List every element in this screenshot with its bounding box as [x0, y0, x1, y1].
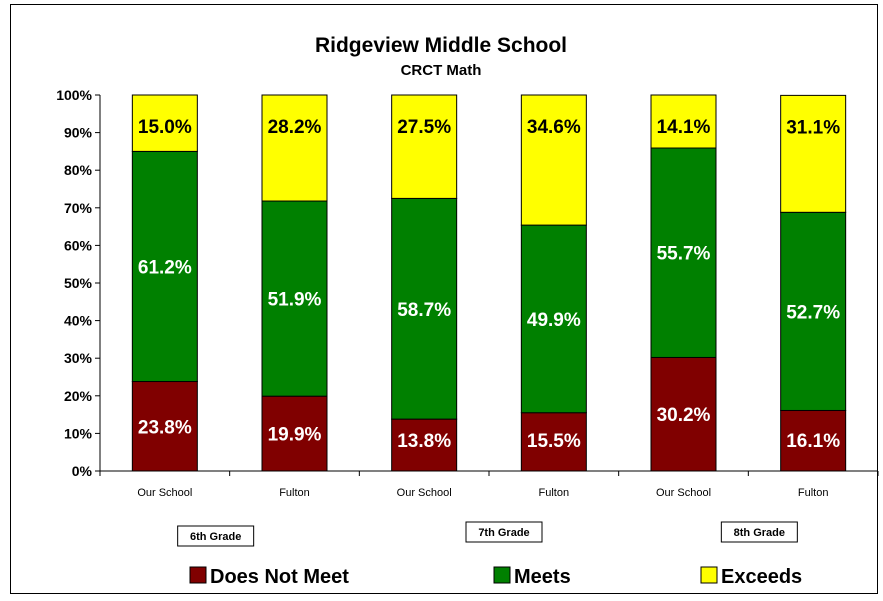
data-label: 55.7%: [657, 244, 711, 265]
y-tick-label: 20%: [64, 388, 93, 404]
data-label: 58.7%: [397, 300, 451, 321]
bar-area: 23.8% 61.2% 15.0% 19.9% 51.9% 28.2% 13.8% 58.7%…: [131, 94, 847, 472]
x-tick-label: Fulton: [279, 487, 310, 499]
x-tick-label: Our School: [397, 487, 452, 499]
y-tick-label: 90%: [64, 125, 93, 141]
legend-label: Meets: [514, 566, 571, 588]
bar-exceeds: [391, 94, 458, 199]
y-tick-label: 80%: [64, 162, 93, 178]
data-label: 49.9%: [527, 310, 581, 331]
bar-meets: [261, 200, 328, 397]
data-label: 52.7%: [786, 302, 840, 323]
data-label: 27.5%: [397, 117, 451, 138]
data-label: 15.0%: [138, 117, 192, 138]
legend-label: Does Not Meet: [210, 566, 349, 588]
bar-meets: [391, 197, 458, 420]
y-tick-label: 40%: [64, 313, 93, 329]
grade-label-box: [177, 525, 255, 547]
grade-label: 8th Grade: [734, 527, 785, 539]
grade-label: 6th Grade: [190, 531, 241, 543]
y-tick-label: 100%: [56, 87, 92, 103]
legend-swatch: [189, 566, 207, 584]
data-label: 31.1%: [786, 117, 840, 138]
y-tick-label: 60%: [64, 237, 93, 253]
bar-does-not-meet: [650, 356, 717, 472]
bar-exceeds: [780, 94, 847, 213]
legend-swatch: [700, 566, 718, 584]
legend-label: Exceeds: [721, 566, 802, 588]
grade-label-box: [720, 521, 798, 543]
x-tick-label: Fulton: [798, 487, 829, 499]
data-label: 16.1%: [786, 431, 840, 452]
data-label: 19.9%: [268, 425, 322, 446]
legend: Does Not Meet Meets Exceeds: [189, 566, 802, 588]
data-label: 23.8%: [138, 417, 192, 438]
bar-exceeds: [131, 94, 198, 152]
y-tick-label: 70%: [64, 200, 93, 216]
bar-exceeds: [650, 94, 717, 149]
data-label: 34.6%: [527, 117, 581, 138]
data-label: 13.8%: [397, 431, 451, 452]
bar-meets: [780, 211, 847, 411]
y-tick-label: 30%: [64, 350, 93, 366]
chart-subtitle: CRCT Math: [401, 62, 482, 79]
grade-label: 7th Grade: [478, 527, 529, 539]
y-tick-label: 0%: [72, 463, 93, 479]
data-label: 28.2%: [268, 117, 322, 138]
y-tick-label: 10%: [64, 425, 93, 441]
data-label: 61.2%: [138, 257, 192, 278]
data-label: 14.1%: [657, 117, 711, 138]
bar-meets: [650, 147, 717, 358]
grade-label-box: [465, 521, 543, 543]
y-tick-label: 50%: [64, 275, 93, 291]
x-tick-label: Our School: [137, 487, 192, 499]
bar-exceeds: [261, 94, 328, 202]
data-label: 30.2%: [657, 405, 711, 426]
data-label: 15.5%: [527, 431, 581, 452]
data-label: 51.9%: [268, 290, 322, 311]
axes: Our School Fulton Our School Fulton Our Scho…: [56, 87, 879, 547]
x-tick-label: Our School: [656, 487, 711, 499]
bar-does-not-meet: [131, 381, 198, 472]
bar-meets: [520, 224, 587, 414]
chart-title: Ridgeview Middle School: [315, 34, 567, 57]
x-tick-label: Fulton: [539, 487, 570, 499]
bar-exceeds: [520, 94, 587, 226]
legend-swatch: [493, 566, 511, 584]
